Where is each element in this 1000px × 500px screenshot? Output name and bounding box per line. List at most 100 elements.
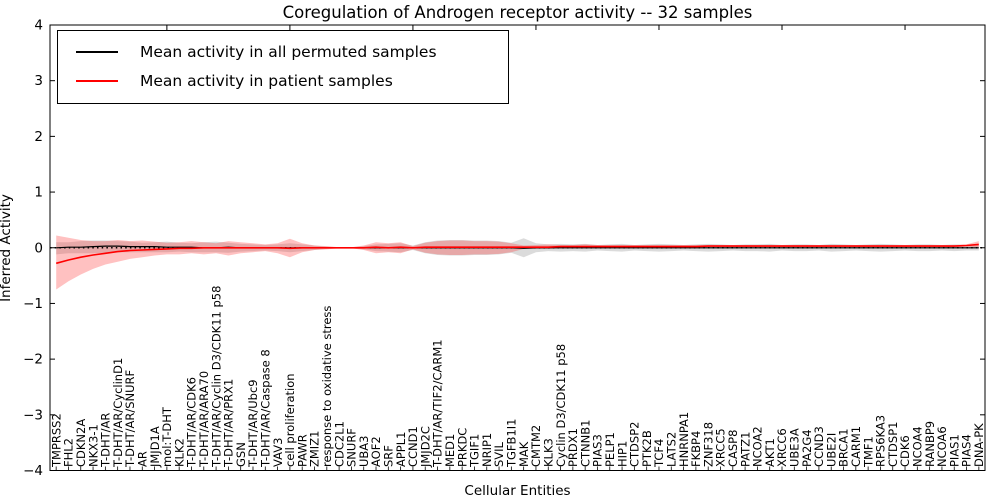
- x-tick-label: FHL2: [62, 438, 76, 467]
- y-tick-label: 3: [34, 73, 43, 89]
- x-tick-label: UBE3A: [788, 428, 802, 467]
- confidence-bands: [56, 235, 979, 290]
- x-tick-label: RPS6KA3: [874, 415, 888, 467]
- x-tick-label: CMTM2: [529, 425, 543, 467]
- legend-label-permuted: Mean activity in all permuted samples: [140, 42, 437, 61]
- plot-border: [49, 24, 986, 471]
- x-tick-label: PATZ1: [738, 432, 752, 467]
- x-tick-label: CTDSP1: [886, 422, 900, 467]
- x-tick-label: T-DHT/AR/PRX1: [222, 379, 236, 468]
- legend-line-sample-patient-icon: [76, 79, 118, 82]
- x-tick-label: TMF1: [861, 436, 875, 468]
- y-tick-label: −3: [23, 407, 43, 423]
- x-tick-label: HNRNPA1: [677, 412, 691, 467]
- y-axis-label: Inferred Activity: [0, 194, 14, 302]
- x-tick-label: AR: [135, 451, 149, 467]
- x-tick-label: PIAS4: [960, 434, 974, 467]
- x-tick-labels: TMPRSS2FHL2CDKN2ANKX3-1T-DHT/ART-DHT/AR/…: [49, 286, 986, 468]
- x-tick-label: BRCA1: [837, 428, 851, 467]
- x-tick-label: T-DHT/AR/TIF2/CARM1: [431, 339, 445, 468]
- y-tick-labels: 4 3 2 1 0 −1 −2 −3 −4: [23, 18, 43, 480]
- legend-row-permuted: Mean activity in all permuted samples: [68, 37, 498, 66]
- x-tick-label: response to oxidative stress: [320, 306, 334, 467]
- x-tick-label: PELP1: [603, 432, 617, 467]
- x-tick-label: NKX3-1: [86, 424, 100, 467]
- x-tick-label: JMJD1A: [148, 426, 162, 468]
- x-tick-label: Cyclin D3/CDK11 p58: [554, 344, 568, 467]
- x-tick-label: AKT1: [763, 438, 777, 467]
- x-tick-label: TMPRSS2: [49, 413, 63, 468]
- x-tick-label: T-DHT/AR/Ubc9: [246, 379, 260, 468]
- x-tick-label: XRCC6: [775, 428, 789, 467]
- y-tick-label: −4: [23, 463, 43, 479]
- y-tick-label: 4: [34, 18, 43, 34]
- x-tick-label: T-DHT/AR/CDK6: [185, 377, 199, 468]
- x-tick-label: UBE2I: [824, 433, 838, 467]
- legend-label-patient: Mean activity in patient samples: [140, 71, 393, 90]
- legend-row-patient: Mean activity in patient samples: [68, 66, 498, 95]
- x-tick-label: RANBP9: [923, 421, 937, 467]
- x-tick-label: CDKN2A: [74, 419, 88, 467]
- mean-lines: [55, 243, 979, 265]
- x-tick-label: TCF4: [652, 439, 666, 468]
- y-tick-label: −2: [23, 352, 43, 368]
- x-tick-label: GSN: [234, 442, 248, 467]
- x-tick-label: AOF2: [369, 436, 383, 467]
- x-tick-label: LATS2: [664, 432, 678, 467]
- x-tick-label: ZNF318: [701, 422, 715, 467]
- plot-title: Coregulation of Androgen receptor activi…: [282, 3, 753, 22]
- x-tick-label: T-DHT/AR/CyclinD1: [111, 358, 125, 468]
- x-tick-label: PRKDC: [455, 428, 469, 467]
- y-tick-label: 1: [34, 185, 43, 201]
- x-tick-label: CARM1: [849, 426, 863, 467]
- x-tick-label: PIAS3: [591, 434, 605, 467]
- y-tick-label: 2: [34, 129, 43, 145]
- legend: Mean activity in all permuted samples Me…: [57, 30, 509, 104]
- x-tick-label: CDK6: [898, 435, 912, 467]
- x-tick-label: SNURF: [345, 428, 359, 467]
- x-tick-label: mol:T-DHT: [160, 406, 174, 467]
- x-tick-label: MAK: [517, 441, 531, 467]
- x-tick-label: T-DHT/AR/SNURF: [123, 370, 137, 468]
- spines: [49, 24, 986, 471]
- y-tick-label: 0: [34, 240, 43, 256]
- x-tick-label: UBA3: [357, 436, 371, 468]
- x-tick-label: VAV3: [271, 438, 285, 467]
- x-tick-label: ZMIZ1: [308, 431, 322, 467]
- x-tick-label: PTK2B: [640, 430, 654, 467]
- x-tick-label: SRF: [382, 445, 396, 467]
- x-tick-label: PRDX1: [566, 428, 580, 467]
- x-tick-label: MED1: [443, 434, 457, 467]
- x-tick-label: CDC2L1: [332, 421, 346, 467]
- x-tick-label: PIAS1: [947, 434, 961, 467]
- x-tick-label: CCND1: [406, 426, 420, 467]
- x-tick-label: NCOA6: [935, 426, 949, 467]
- x-tick-label: T-DHT/AR: [99, 413, 113, 468]
- x-tick-label: APPL1: [394, 432, 408, 467]
- y-tick-label: −1: [23, 296, 43, 312]
- x-tick-label: DNA-PK: [972, 423, 986, 467]
- x-tick-label: HIP1: [615, 441, 629, 467]
- x-tick-label: FKBP4: [689, 431, 703, 467]
- x-tick-label: SVIL: [492, 441, 506, 467]
- legend-line-sample-permuted-icon: [76, 50, 118, 53]
- x-tick-label: CTNNB1: [578, 420, 592, 467]
- x-tick-label: TGFB1I1: [505, 419, 519, 468]
- x-axis-label: Cellular Entities: [464, 483, 571, 499]
- x-tick-label: CASP8: [726, 430, 740, 467]
- x-tick-label: T-DHT/AR/Cyclin D3/CDK11 p58: [209, 286, 223, 468]
- x-tick-label: CCND3: [812, 426, 826, 467]
- x-tick-label: PAWR: [295, 434, 309, 467]
- x-tick-label: CTDSP2: [628, 422, 642, 467]
- x-tick-label: NCOA4: [911, 426, 925, 467]
- x-tick-label: T-DHT/AR/ARA70: [197, 371, 211, 468]
- x-tick-label: TGIF1: [468, 434, 482, 468]
- band-series-1: [56, 235, 979, 290]
- x-tick-label: XRCC5: [714, 428, 728, 467]
- x-tick-label: NRIP1: [480, 433, 494, 467]
- x-tick-label: NCOA2: [751, 426, 765, 467]
- x-tick-label: KLK3: [541, 438, 555, 467]
- x-tick-label: cell proliferation: [283, 373, 297, 467]
